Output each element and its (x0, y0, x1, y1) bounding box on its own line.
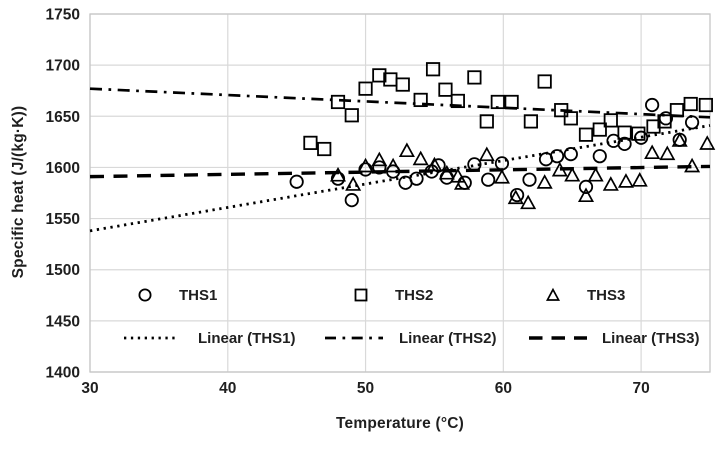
data-point-triangle (699, 135, 716, 150)
data-point-triangle (398, 142, 415, 158)
data-point-square (372, 68, 387, 83)
y-tick-label: 1600 (46, 160, 80, 177)
data-point-square (657, 114, 672, 129)
data-point-circle (330, 171, 346, 186)
trendline-dotted (89, 124, 711, 233)
data-point-triangle (371, 151, 388, 167)
data-point-square (413, 92, 428, 108)
data-point-triangle (453, 175, 471, 190)
data-point-triangle (564, 166, 581, 182)
data-point-triangle (412, 150, 429, 166)
data-point-square (554, 103, 569, 118)
data-point-square (450, 93, 465, 109)
data-point-square (358, 81, 373, 96)
data-point-triangle (551, 161, 568, 177)
data-point-square (330, 94, 346, 110)
y-tick-label: 1450 (46, 313, 80, 330)
data-point-square (317, 141, 332, 157)
x-tick-label: 60 (495, 380, 512, 397)
data-point-triangle (617, 173, 634, 188)
data-point-circle (645, 97, 660, 113)
data-point-square (669, 103, 685, 118)
data-point-square (578, 127, 594, 142)
data-point-square (563, 111, 578, 126)
data-point-circle (409, 171, 424, 186)
data-point-circle (481, 172, 496, 187)
data-point-circle (467, 157, 482, 172)
data-point-triangle (587, 166, 604, 182)
data-point-circle (431, 158, 446, 173)
y-tick-label: 1400 (46, 365, 80, 382)
data-point-circle (549, 149, 565, 164)
data-point-circle (658, 111, 674, 126)
data-point-triangle (385, 157, 402, 173)
data-point-circle (289, 174, 304, 189)
data-point-square (537, 74, 552, 89)
data-point-square (395, 77, 410, 92)
data-point-square (425, 62, 441, 77)
data-point-square (698, 97, 713, 113)
data-point-triangle (577, 187, 595, 203)
data-point-triangle (684, 157, 701, 173)
y-tick-label: 1650 (46, 109, 80, 126)
data-point-circle (578, 179, 594, 194)
data-point-circle (684, 115, 700, 130)
data-point-triangle (507, 189, 524, 205)
data-point-circle (634, 130, 649, 145)
data-point-triangle (438, 164, 455, 180)
data-point-square (603, 113, 618, 128)
x-tick-label: 40 (219, 380, 236, 397)
x-tick-label: 50 (357, 380, 374, 397)
data-point-triangle (536, 174, 553, 189)
x-axis-title: Temperature (°C) (336, 415, 464, 432)
data-point-triangle (602, 176, 619, 191)
y-tick-label: 1500 (46, 262, 80, 279)
data-point-triangle (671, 132, 688, 147)
data-point-triangle (644, 144, 661, 160)
data-point-triangle (493, 168, 510, 184)
data-point-square (523, 114, 538, 129)
data-point-triangle (659, 145, 676, 161)
data-point-square (467, 70, 482, 85)
data-point-square (438, 82, 453, 97)
data-point-circle (522, 172, 537, 187)
data-point-triangle (520, 194, 537, 210)
data-point-square (631, 126, 646, 141)
data-point-square (504, 94, 519, 110)
data-point-triangle (631, 172, 648, 187)
y-tick-label: 1750 (46, 7, 80, 24)
data-point-square (683, 96, 698, 112)
trendline-dashdot (89, 87, 711, 119)
data-point-triangle (329, 166, 347, 182)
y-tick-label: 1550 (46, 211, 80, 228)
data-point-square (592, 122, 607, 137)
data-point-triangle (345, 176, 362, 191)
data-point-triangle (478, 146, 495, 162)
data-point-square (646, 119, 661, 134)
data-point-circle (592, 149, 607, 164)
x-tick-label: 70 (632, 380, 649, 397)
plot-border (89, 13, 711, 373)
data-point-triangle (449, 167, 466, 183)
data-point-square (490, 94, 505, 110)
data-point-circle (563, 147, 578, 162)
data-point-square (617, 125, 632, 140)
data-point-square (303, 135, 318, 150)
data-point-circle (617, 136, 632, 152)
data-point-triangle (357, 157, 374, 173)
data-point-triangle (426, 156, 443, 172)
data-point-square (479, 114, 494, 129)
data-point-circle (344, 193, 359, 208)
x-tick-label: 30 (81, 380, 98, 397)
data-point-circle (372, 160, 387, 175)
data-point-square (344, 108, 359, 123)
y-tick-label: 1700 (46, 58, 80, 75)
data-point-circle (510, 187, 525, 203)
